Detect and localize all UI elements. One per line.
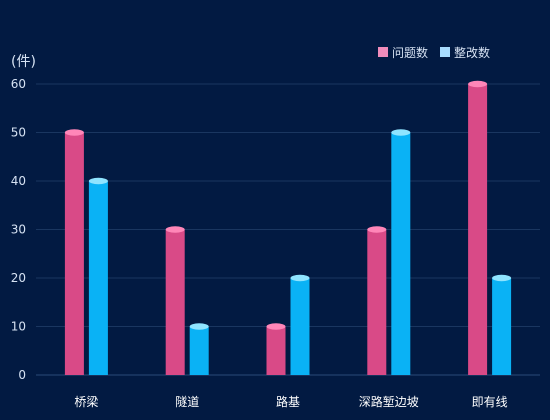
bar-top-cap — [391, 129, 411, 136]
x-category-label: 路基 — [276, 394, 300, 409]
grid-lines — [36, 83, 540, 376]
bar-top-cap — [189, 323, 209, 330]
bar-top-cap — [165, 226, 185, 233]
bars — [64, 80, 512, 376]
bar-series-1[interactable] — [367, 229, 387, 376]
bar-series-1[interactable] — [165, 229, 185, 376]
bar-series-2[interactable] — [492, 278, 512, 375]
bar-top-cap — [492, 274, 512, 282]
bar-top-cap — [468, 80, 488, 88]
y-tick-label: 20 — [11, 271, 26, 285]
legend[interactable]: 问题数 整改数 — [378, 45, 490, 60]
bar-series-2[interactable] — [290, 278, 310, 375]
y-tick-label: 60 — [11, 77, 26, 91]
y-axis-unit-label: (件) — [11, 54, 36, 70]
legend-label-series-1: 问题数 — [392, 45, 428, 60]
bar-series-2[interactable] — [88, 181, 108, 375]
legend-swatch-series-1 — [378, 47, 388, 57]
bar-series-2[interactable] — [391, 132, 411, 376]
y-axis: 0 10 20 30 40 50 60 — [11, 77, 26, 382]
bar-top-cap — [266, 323, 286, 330]
legend-label-series-2: 整改数 — [454, 45, 490, 60]
legend-swatch-series-2 — [440, 47, 450, 57]
bar-series-1[interactable] — [468, 84, 488, 375]
x-category-label: 即有线 — [472, 395, 508, 409]
x-category-label: 隧道 — [175, 394, 199, 409]
bar-series-1[interactable] — [64, 132, 84, 376]
y-tick-label: 30 — [11, 223, 26, 237]
y-tick-label: 50 — [11, 126, 26, 140]
bar-top-cap — [88, 177, 108, 185]
bar-top-cap — [367, 226, 387, 233]
x-axis-labels: 桥梁 隧道 路基 深路堑边坡 即有线 — [74, 394, 507, 409]
y-tick-label: 10 — [11, 320, 26, 334]
bar-top-cap — [290, 274, 310, 282]
bar-series-1[interactable] — [266, 326, 286, 376]
bar-series-2[interactable] — [189, 326, 209, 376]
y-tick-label: 0 — [18, 368, 26, 382]
x-category-label: 深路堑边坡 — [359, 394, 419, 409]
bar-top-cap — [64, 129, 84, 136]
y-tick-label: 40 — [11, 174, 26, 188]
x-category-label: 桥梁 — [74, 394, 98, 409]
